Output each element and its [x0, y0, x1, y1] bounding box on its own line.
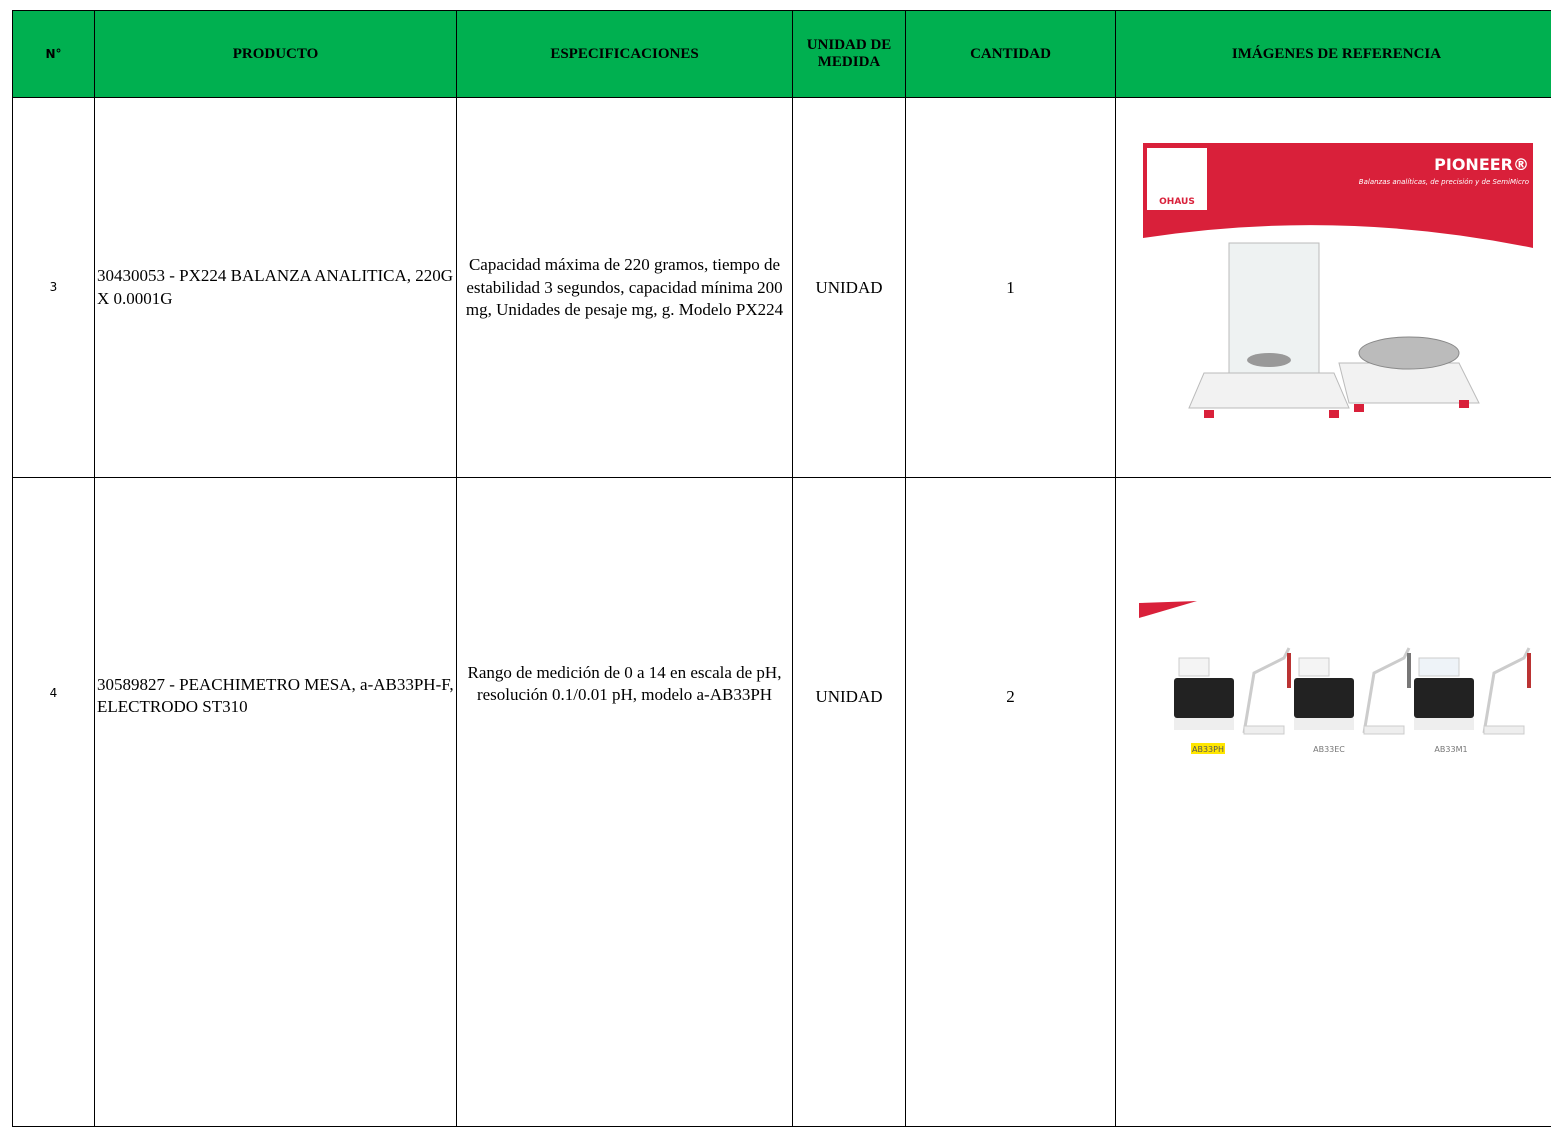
product-table: N° PRODUCTO ESPECIFICACIONES UNIDAD DE M…	[12, 10, 1551, 1127]
header-cell: IMÁGENES DE REFERENCIA	[1116, 11, 1551, 98]
foot	[1459, 400, 1469, 408]
cell: Capacidad máxima de 220 gramos, tiempo d…	[457, 98, 793, 478]
model-label: AB33EC	[1313, 745, 1345, 754]
tagline: Balanzas analíticas, de precisión y de S…	[1358, 178, 1528, 186]
cell: UNIDAD	[793, 98, 906, 478]
balance-image: OHAUS PIONEER® Balanzas analíticas, de p…	[1119, 98, 1551, 471]
cell: 1	[906, 98, 1116, 478]
meter	[1174, 648, 1291, 734]
header-cell: ESPECIFICACIONES	[457, 11, 793, 98]
row: 4 30589827 - PEACHIMETRO MESA, a-AB33PH-…	[13, 478, 1551, 1127]
pan	[1247, 353, 1291, 367]
foot	[1354, 404, 1364, 412]
pan	[1359, 337, 1459, 369]
page: N° PRODUCTO ESPECIFICACIONES UNIDAD DE M…	[0, 0, 1551, 896]
logo: OHAUS	[1159, 197, 1195, 207]
model-label: AB33PH	[1192, 745, 1224, 754]
cell: Rango de medición de 0 a 14 en escala de…	[457, 478, 793, 1127]
brand: PIONEER®	[1434, 155, 1529, 174]
header-cell: N°	[13, 11, 95, 98]
cell: 3	[13, 98, 95, 478]
cell: 2	[906, 478, 1116, 1127]
cell: UNIDAD	[793, 478, 906, 1127]
header-row: N° PRODUCTO ESPECIFICACIONES UNIDAD DE M…	[13, 11, 1551, 98]
meter	[1294, 648, 1411, 734]
meter	[1414, 648, 1531, 734]
header-cell: PRODUCTO	[95, 11, 457, 98]
image-cell: AB33PH AB33EC AB33M1	[1116, 478, 1551, 1127]
cell: 4	[13, 478, 95, 1127]
model-label: AB33M1	[1434, 745, 1467, 754]
cell: 30430053 - PX224 BALANZA ANALITICA, 220G…	[95, 98, 457, 478]
base	[1189, 373, 1349, 408]
header-cell: UNIDAD DE MEDIDA	[793, 11, 906, 98]
corner	[1139, 601, 1197, 618]
foot	[1204, 410, 1214, 418]
row: 3 30430053 - PX224 BALANZA ANALITICA, 22…	[13, 98, 1551, 478]
ph-meter-image: AB33PH AB33EC AB33M1	[1119, 478, 1551, 903]
foot	[1329, 410, 1339, 418]
header-cell: CANTIDAD	[906, 11, 1116, 98]
image-cell: OHAUS PIONEER® Balanzas analíticas, de p…	[1116, 98, 1551, 478]
cell: 30589827 - PEACHIMETRO MESA, a-AB33PH-F,…	[95, 478, 457, 1127]
